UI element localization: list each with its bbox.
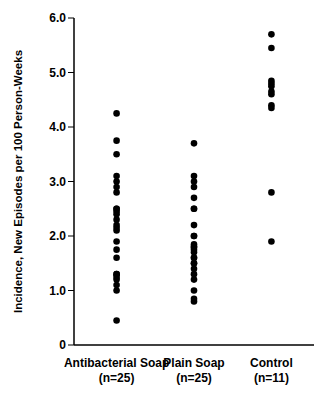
svg-text:3.0: 3.0	[49, 175, 66, 189]
svg-text:6.0: 6.0	[49, 11, 66, 25]
svg-text:0: 0	[59, 338, 66, 352]
svg-text:5.0: 5.0	[49, 66, 66, 80]
svg-text:Antibacterial Soap(n=25): Antibacterial Soap(n=25)	[64, 356, 169, 385]
svg-text:Control(n=11): Control(n=11)	[250, 356, 293, 385]
svg-text:Plain Soap(n=25): Plain Soap(n=25)	[163, 356, 224, 385]
svg-text:4.0: 4.0	[49, 120, 66, 134]
svg-text:2.0: 2.0	[49, 229, 66, 243]
svg-text:1.0: 1.0	[49, 284, 66, 298]
svg-text:Incidence, New Episodes per 10: Incidence, New Episodes per 100 Person-W…	[12, 50, 24, 313]
